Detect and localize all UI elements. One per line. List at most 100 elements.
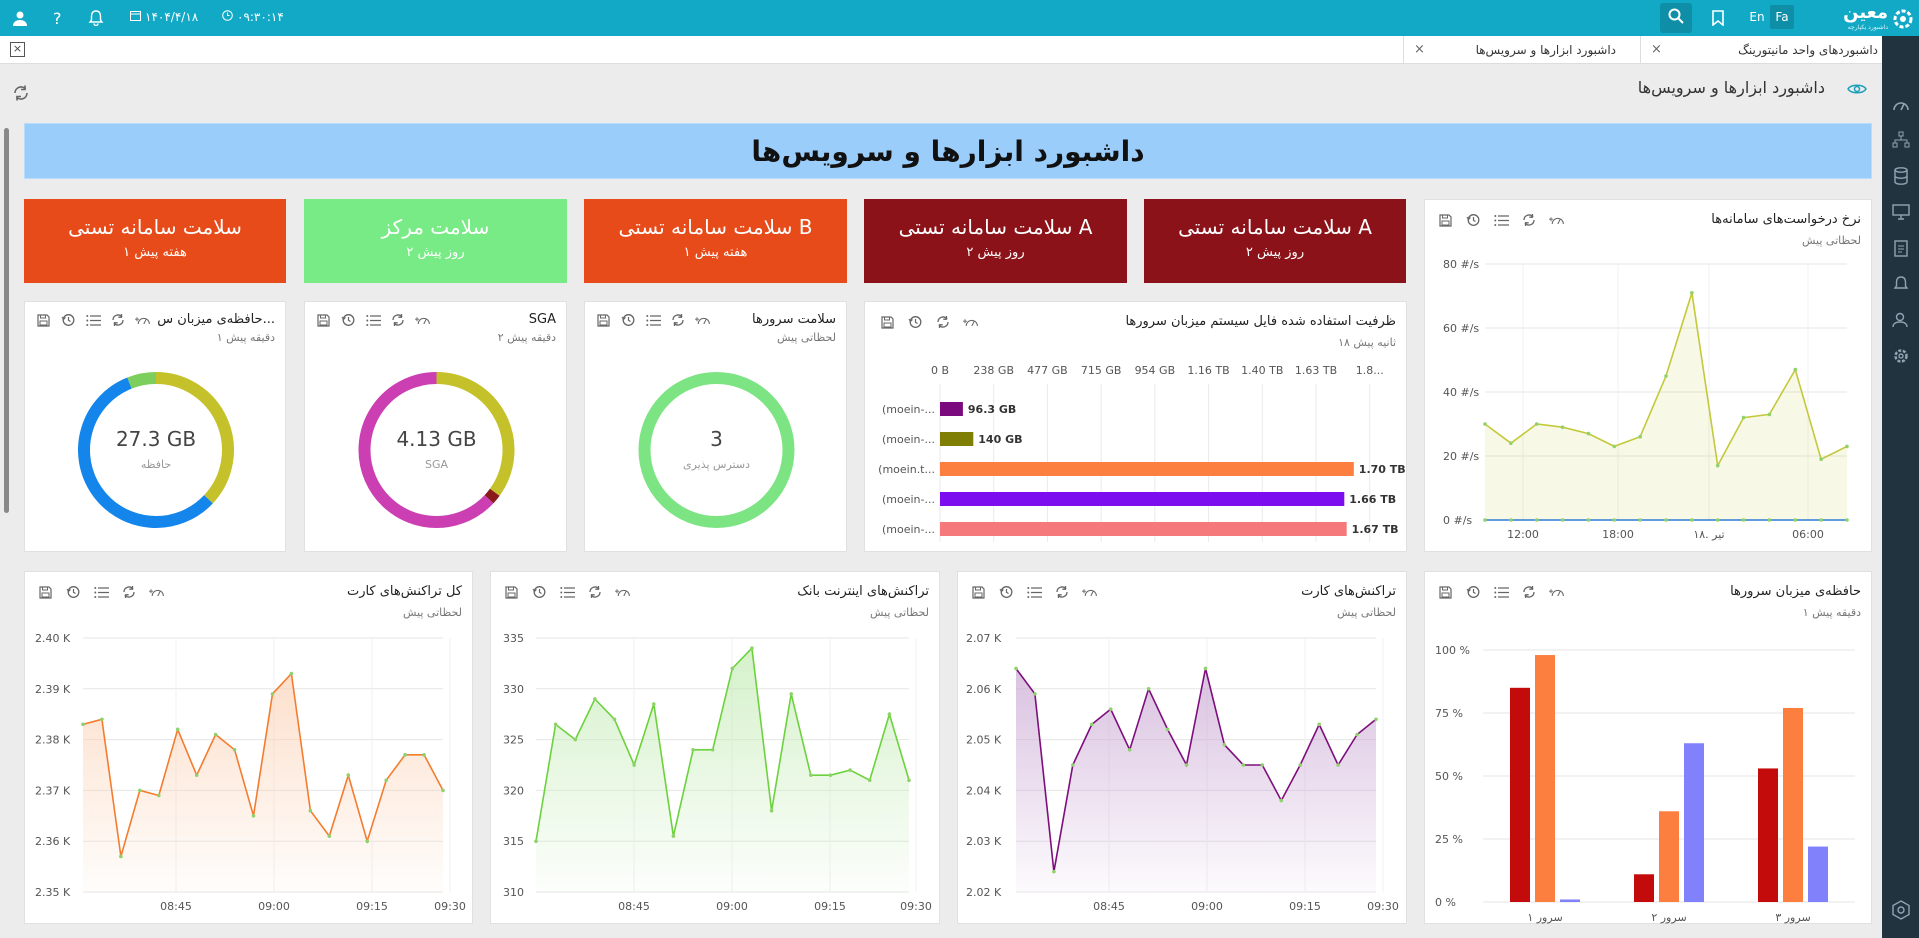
lang-en-button[interactable]: En — [1745, 5, 1769, 29]
refresh-icon[interactable] — [110, 312, 126, 328]
user-icon[interactable] — [10, 8, 30, 28]
data-point — [573, 737, 578, 742]
status-card-center[interactable]: سلامت مرکز ۲ روز پیش — [304, 199, 567, 283]
refresh-icon[interactable] — [1054, 584, 1070, 600]
data-point — [789, 692, 794, 696]
refresh-icon[interactable] — [121, 584, 137, 600]
gauge-add-icon[interactable] — [695, 312, 711, 328]
tab-tools-dashboard[interactable]: داشبورد ابزارها و سرویس‌ها × — [1403, 36, 1640, 64]
eye-icon[interactable] — [1847, 81, 1867, 100]
panel-toolbar — [1437, 584, 1565, 600]
gauge-add-icon[interactable] — [1549, 212, 1565, 228]
donut-slice — [78, 377, 213, 528]
bookmark-icon[interactable] — [1708, 8, 1728, 28]
refresh-icon[interactable] — [670, 312, 686, 328]
scrollbar-thumb[interactable] — [4, 128, 9, 513]
history-icon[interactable] — [998, 584, 1014, 600]
data-point — [1052, 869, 1056, 874]
status-card-system[interactable]: سلامت سامانه تستی ۱ هفته پیش — [24, 199, 286, 283]
hierarchy-icon[interactable] — [1891, 130, 1911, 150]
users-icon[interactable] — [1891, 310, 1911, 330]
gauge-add-icon[interactable] — [615, 584, 631, 600]
bar — [1808, 846, 1828, 902]
history-icon[interactable] — [1465, 584, 1481, 600]
save-icon[interactable] — [595, 312, 611, 328]
gauge-add-icon[interactable] — [1082, 584, 1098, 600]
list-icon[interactable] — [645, 312, 661, 328]
x-tick-label: 08:45 — [1093, 900, 1125, 913]
search-button[interactable] — [1660, 3, 1692, 33]
close-icon[interactable]: × — [1414, 42, 1425, 57]
history-icon[interactable] — [531, 584, 547, 600]
date-display: ۱۴۰۴/۴/۱۸ — [130, 10, 198, 24]
gauge-add-icon[interactable] — [149, 584, 165, 600]
save-icon[interactable] — [503, 584, 519, 600]
list-icon[interactable] — [1493, 584, 1509, 600]
history-icon[interactable] — [1465, 212, 1481, 228]
refresh-icon[interactable] — [1521, 212, 1537, 228]
monitor-icon[interactable] — [1891, 202, 1911, 222]
refresh-icon[interactable] — [935, 314, 951, 330]
series-area — [83, 673, 443, 892]
gauge-add-icon[interactable] — [135, 312, 151, 328]
bell-icon[interactable] — [1891, 274, 1911, 294]
status-card-system-a-1[interactable]: سلامت سامانه تستی A ۲ روز پیش — [1144, 199, 1406, 283]
tab-monitoring-dashboards[interactable]: داشبوردهای واحد مانیتورینگ × — [1640, 36, 1882, 64]
data-point — [422, 753, 426, 757]
save-icon[interactable] — [1437, 584, 1453, 600]
data-point — [441, 788, 445, 793]
x-tick-label: 09:15 — [356, 900, 388, 913]
data-point — [119, 854, 123, 859]
bell-icon[interactable] — [86, 8, 106, 28]
gauge-add-icon[interactable] — [415, 312, 431, 328]
history-icon[interactable] — [65, 584, 81, 600]
status-card-system-b[interactable]: سلامت سامانه تستی B ۱ هفته پیش — [584, 199, 847, 283]
list-icon[interactable] — [559, 584, 575, 600]
refresh-icon[interactable] — [12, 84, 30, 106]
close-all-tabs-button[interactable]: × — [10, 42, 25, 57]
history-icon[interactable] — [907, 314, 923, 330]
history-icon[interactable] — [340, 312, 356, 328]
save-icon[interactable] — [879, 314, 895, 330]
history-icon[interactable] — [60, 312, 76, 328]
database-icon[interactable] — [1891, 166, 1911, 186]
save-icon[interactable] — [1437, 212, 1453, 228]
status-card-system-a-2[interactable]: سلامت سامانه تستی A ۲ روز پیش — [864, 199, 1127, 283]
close-icon[interactable]: × — [1651, 42, 1662, 57]
panel-timestamp: لحظاتی پیش — [403, 606, 462, 619]
gauge-icon[interactable] — [1891, 94, 1911, 114]
panel-request-rate: نرخ درخواست‌های سامانه‌ها لحظاتی پیش 80 … — [1424, 199, 1872, 552]
gauge-add-icon[interactable] — [963, 314, 979, 330]
data-point — [828, 773, 833, 777]
category-label: (moein-... — [882, 433, 935, 446]
refresh-icon[interactable] — [587, 584, 603, 600]
panel-timestamp: لحظاتی پیش — [1337, 606, 1396, 619]
lang-fa-button[interactable]: Fa — [1770, 5, 1794, 29]
list-icon[interactable] — [93, 584, 109, 600]
list-icon[interactable] — [1493, 212, 1509, 228]
data-point — [1298, 763, 1303, 767]
save-icon[interactable] — [315, 312, 331, 328]
help-icon[interactable]: ? — [48, 8, 68, 28]
data-point — [1509, 441, 1513, 445]
panel-server-health: سلامت سرورها لحظاتی پیش 3 دسترس پذیری — [584, 301, 847, 552]
x-tick-label: 477 GB — [1027, 364, 1068, 377]
bar — [1684, 743, 1704, 902]
list-icon[interactable] — [1026, 584, 1042, 600]
settings-icon[interactable] — [1891, 346, 1911, 366]
clipboard-icon[interactable] — [1891, 238, 1911, 258]
panel-toolbar — [35, 312, 151, 328]
history-icon[interactable] — [620, 312, 636, 328]
save-icon[interactable] — [35, 312, 51, 328]
refresh-icon[interactable] — [390, 312, 406, 328]
panel-timestamp: ۱ دقیقه پیش — [1802, 606, 1861, 619]
gauge-add-icon[interactable] — [1549, 584, 1565, 600]
refresh-icon[interactable] — [1521, 584, 1537, 600]
data-point — [1845, 518, 1849, 522]
save-icon[interactable] — [37, 584, 53, 600]
save-icon[interactable] — [970, 584, 986, 600]
list-icon[interactable] — [85, 312, 101, 328]
list-icon[interactable] — [365, 312, 381, 328]
data-point — [1374, 717, 1378, 722]
page-scrollbar[interactable] — [2, 118, 11, 933]
